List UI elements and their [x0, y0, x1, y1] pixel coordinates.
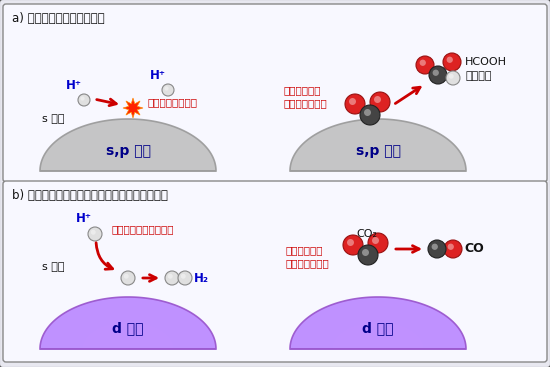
Text: CO: CO	[464, 243, 484, 255]
Polygon shape	[324, 139, 432, 171]
Polygon shape	[91, 149, 164, 171]
Circle shape	[124, 274, 129, 279]
FancyBboxPatch shape	[3, 4, 547, 182]
Polygon shape	[332, 322, 424, 349]
Circle shape	[416, 56, 434, 74]
Text: CO₂: CO₂	[356, 229, 377, 239]
Circle shape	[432, 244, 438, 250]
Circle shape	[349, 98, 356, 105]
Text: 吸着して反応を起こす: 吸着して反応を起こす	[112, 224, 174, 234]
Text: HCOOH
（ギ酸）: HCOOH （ギ酸）	[465, 57, 507, 81]
Circle shape	[358, 245, 378, 265]
Polygon shape	[57, 307, 199, 349]
Circle shape	[178, 271, 192, 285]
Circle shape	[360, 105, 380, 125]
Circle shape	[362, 249, 369, 256]
Circle shape	[374, 96, 381, 103]
Circle shape	[370, 92, 390, 112]
Text: H⁺: H⁺	[66, 79, 82, 92]
Circle shape	[91, 230, 96, 235]
Text: a) インジウム系の金属触媒: a) インジウム系の金属触媒	[12, 12, 104, 25]
Circle shape	[347, 239, 354, 246]
Circle shape	[447, 57, 453, 63]
Circle shape	[162, 84, 174, 96]
Circle shape	[181, 274, 186, 279]
Polygon shape	[45, 121, 212, 171]
Polygon shape	[97, 153, 159, 171]
Text: 反応が起こらない: 反応が起こらない	[148, 97, 198, 107]
Polygon shape	[300, 125, 456, 171]
Polygon shape	[74, 139, 182, 171]
Circle shape	[78, 94, 90, 106]
Polygon shape	[63, 311, 192, 349]
Circle shape	[165, 271, 179, 285]
Circle shape	[444, 240, 462, 258]
Polygon shape	[76, 318, 180, 349]
Circle shape	[121, 271, 135, 285]
Polygon shape	[85, 146, 170, 171]
Circle shape	[428, 240, 446, 258]
Polygon shape	[306, 128, 450, 171]
Text: s 軍道: s 軍道	[42, 262, 64, 272]
Polygon shape	[342, 149, 415, 171]
Polygon shape	[62, 132, 194, 171]
Text: 炕素原子側が
引き寄せられる: 炕素原子側が 引き寄せられる	[285, 246, 329, 269]
Text: s,p 軍道: s,p 軍道	[106, 144, 151, 158]
Polygon shape	[290, 119, 466, 171]
Polygon shape	[69, 315, 186, 349]
Polygon shape	[329, 142, 426, 171]
Circle shape	[364, 109, 371, 116]
Polygon shape	[56, 128, 200, 171]
Circle shape	[164, 86, 169, 91]
Circle shape	[420, 59, 426, 66]
Polygon shape	[301, 303, 455, 349]
Text: d 軍道: d 軍道	[112, 321, 144, 335]
FancyBboxPatch shape	[3, 181, 547, 362]
Polygon shape	[40, 297, 216, 349]
Text: H⁺: H⁺	[76, 212, 92, 225]
Polygon shape	[294, 299, 461, 349]
Circle shape	[443, 53, 461, 71]
Polygon shape	[45, 299, 212, 349]
Polygon shape	[294, 121, 461, 171]
Polygon shape	[68, 135, 188, 171]
Circle shape	[345, 94, 365, 114]
Polygon shape	[40, 119, 216, 171]
Text: b) 一般的な金属触媒（白金やパラジウムなど）: b) 一般的な金属触媒（白金やパラジウムなど）	[12, 189, 168, 202]
Circle shape	[433, 70, 439, 76]
Polygon shape	[89, 326, 168, 349]
Polygon shape	[318, 135, 438, 171]
Text: H₂: H₂	[194, 272, 209, 284]
Polygon shape	[320, 315, 437, 349]
Circle shape	[449, 74, 454, 79]
Polygon shape	[307, 307, 449, 349]
Polygon shape	[82, 322, 174, 349]
Text: d 軍道: d 軍道	[362, 321, 394, 335]
Circle shape	[368, 233, 388, 253]
Polygon shape	[51, 303, 205, 349]
Circle shape	[446, 71, 460, 85]
Polygon shape	[50, 125, 206, 171]
Polygon shape	[290, 297, 466, 349]
Circle shape	[88, 227, 102, 241]
Circle shape	[343, 235, 363, 255]
Text: s 軍道: s 軍道	[42, 114, 64, 124]
Circle shape	[372, 237, 379, 244]
Circle shape	[429, 66, 447, 84]
Polygon shape	[347, 153, 409, 171]
Circle shape	[168, 274, 173, 279]
Polygon shape	[80, 142, 177, 171]
Polygon shape	[123, 98, 143, 118]
Text: H⁺: H⁺	[150, 69, 166, 82]
Polygon shape	[312, 132, 444, 171]
Circle shape	[80, 97, 85, 101]
Polygon shape	[314, 311, 443, 349]
Polygon shape	[326, 318, 430, 349]
Polygon shape	[338, 326, 417, 349]
Polygon shape	[336, 146, 421, 171]
Text: s,p 軍道: s,p 軍道	[355, 144, 400, 158]
Circle shape	[448, 244, 454, 250]
Text: 酸素原子側が
引き寄せられる: 酸素原子側が 引き寄せられる	[283, 86, 327, 109]
